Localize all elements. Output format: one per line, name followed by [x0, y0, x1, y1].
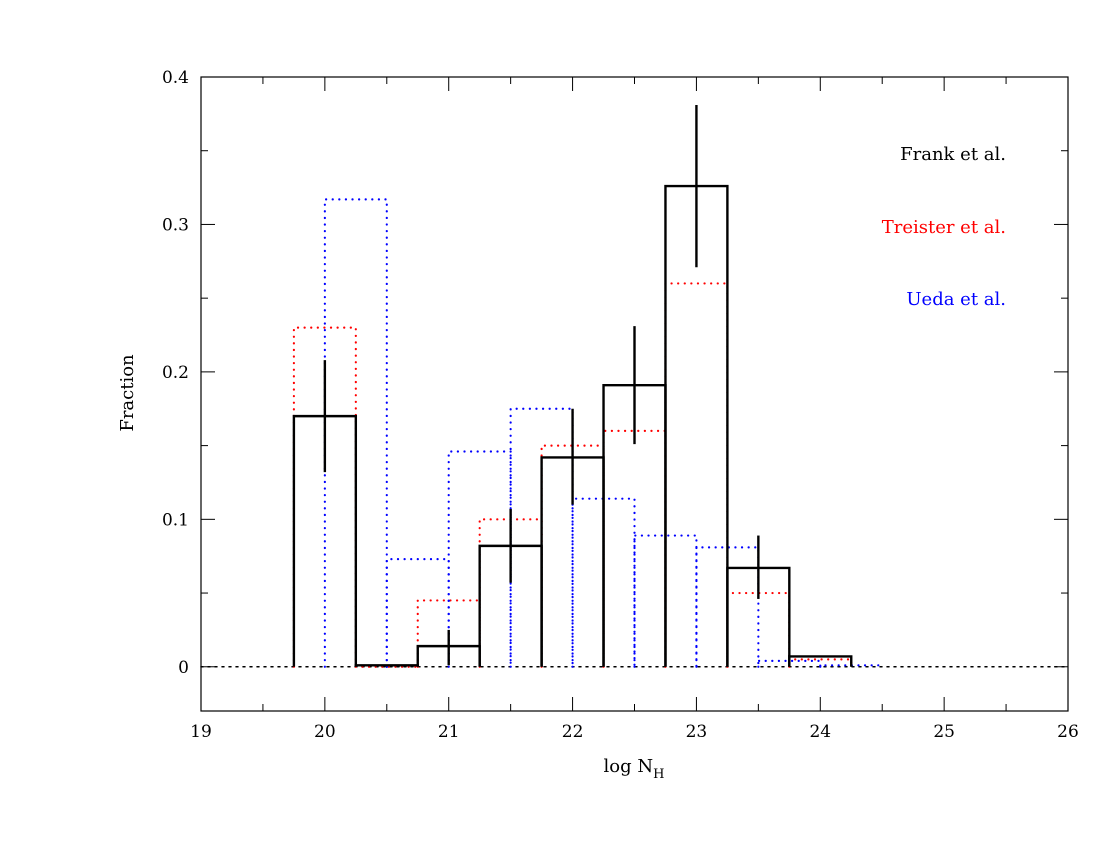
- x-tick-label: 22: [562, 722, 584, 742]
- legend-entry: Ueda et al.: [906, 289, 1006, 310]
- histogram-bar: [788, 655, 853, 667]
- series-layer: [292, 105, 884, 668]
- x-tick-label: 24: [809, 722, 831, 742]
- legend-entry: Frank et al.: [900, 144, 1006, 165]
- x-axis-label-main: log N: [604, 756, 654, 777]
- y-axis-ticks: 0 0.1 0.2 0.3 0.4: [162, 68, 1068, 678]
- histogram-bar: [292, 326, 357, 668]
- y-tick-label: 0.2: [162, 363, 189, 383]
- x-axis-label: log NH: [604, 756, 665, 782]
- legend-entry: Treister et al.: [882, 217, 1006, 238]
- y-axis-label: Fraction: [117, 354, 138, 432]
- y-tick-label: 0.1: [162, 510, 189, 530]
- histogram-bar: [509, 407, 574, 668]
- y-tick-label: 0.4: [162, 68, 189, 88]
- x-tick-label: 25: [933, 722, 955, 742]
- y-tick-label: 0.3: [162, 215, 189, 235]
- x-axis-label-subscript: H: [653, 767, 664, 782]
- x-tick-label: 23: [686, 722, 708, 742]
- x-tick-label: 20: [314, 722, 336, 742]
- y-tick-label: 0: [178, 658, 189, 678]
- legend: Frank et al. Treister et al. Ueda et al.: [882, 144, 1006, 310]
- x-tick-label: 21: [438, 722, 460, 742]
- x-tick-label: 26: [1057, 722, 1079, 742]
- x-tick-label: 19: [190, 722, 212, 742]
- series-frank-et-al: [292, 105, 853, 667]
- histogram-bar: [664, 282, 729, 668]
- histogram-bar: [416, 599, 481, 668]
- x-axis-ticks: 19 20 21 22 23 24 25 26: [190, 77, 1079, 742]
- histogram-bar: [633, 534, 698, 668]
- histogram-bar: [695, 546, 760, 668]
